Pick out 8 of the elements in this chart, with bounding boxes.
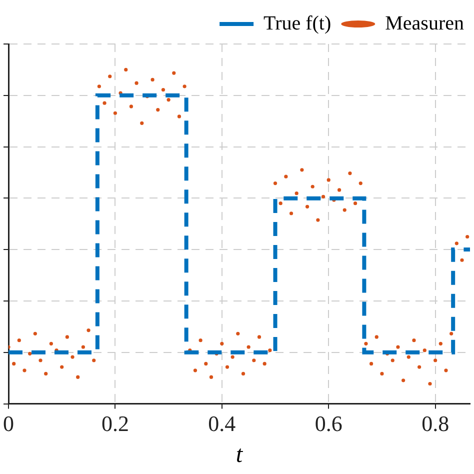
x-axis-title: t xyxy=(236,442,244,468)
legend-label: True f(t) xyxy=(264,12,332,34)
x-tick-label: 0.6 xyxy=(314,410,342,436)
x-tick-label: 0 xyxy=(3,410,14,436)
x-tick-label: 0.4 xyxy=(208,410,236,436)
x-tick-label: 0.2 xyxy=(101,410,129,436)
x-tick-label: 0.8 xyxy=(422,410,450,436)
legend-label: Measuren xyxy=(385,12,464,34)
